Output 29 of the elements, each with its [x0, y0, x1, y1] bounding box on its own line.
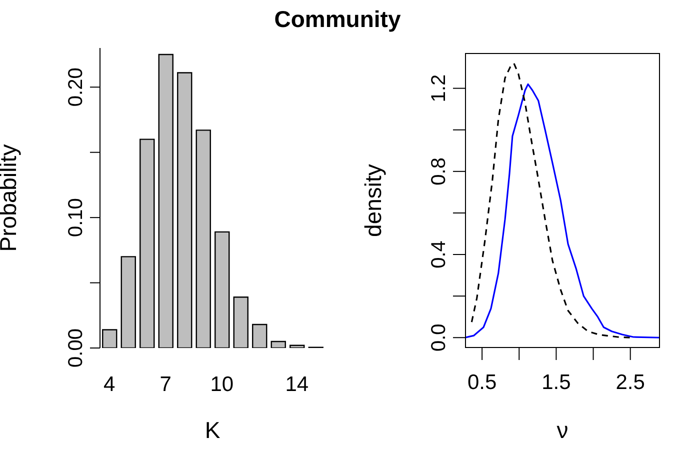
- line-series: [470, 62, 632, 338]
- x-tick-label: 0.5: [467, 370, 497, 394]
- x-tick-label: 4: [104, 372, 116, 396]
- x-axis-title: K: [204, 417, 221, 443]
- x-tick-label: 10: [210, 372, 234, 396]
- bar: [270, 340, 286, 348]
- bar: [177, 72, 192, 348]
- bar: [214, 231, 230, 348]
- y-tick-label: 0.8: [428, 158, 450, 186]
- bar: [252, 324, 268, 348]
- bar: [233, 296, 248, 348]
- y-tick-label: 0.0: [428, 324, 450, 352]
- y-tick-label: 0.10: [65, 198, 87, 238]
- y-tick-label: 1.2: [428, 74, 450, 102]
- y-tick-label: 0.20: [65, 68, 87, 107]
- y-tick-label: 0.00: [65, 328, 87, 368]
- x-tick-label: 2.5: [616, 370, 645, 394]
- y-axis-title: density: [360, 164, 386, 237]
- bar: [290, 344, 305, 348]
- x-tick-label: 1.5: [542, 370, 571, 394]
- x-axis-title: ν: [556, 417, 568, 443]
- chart-title: Community: [273, 5, 402, 34]
- bar: [196, 130, 211, 348]
- bar: [140, 138, 155, 348]
- bar: [158, 54, 174, 348]
- x-tick-label: 14: [285, 372, 309, 396]
- x-tick-label: 7: [160, 372, 172, 396]
- y-tick-label: 0.4: [428, 240, 450, 268]
- bar: [120, 256, 136, 348]
